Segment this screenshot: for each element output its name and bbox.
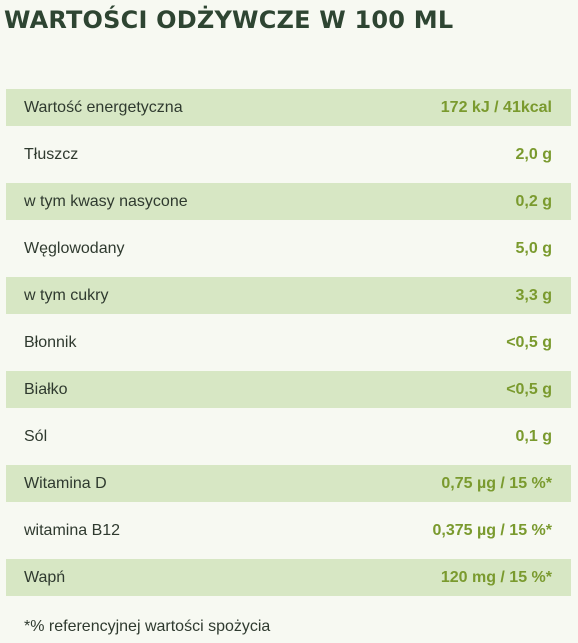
row-label: witamina B12 <box>24 521 121 539</box>
row-label: Tłuszcz <box>24 145 79 163</box>
table-row: Witamina D 0,75 µg / 15 %* <box>6 465 571 502</box>
row-label: Sól <box>24 427 48 445</box>
row-value: <0,5 g <box>506 333 552 351</box>
table-row: w tym cukry 3,3 g <box>6 277 571 314</box>
row-label: Wapń <box>24 568 66 586</box>
table-row: Wapń 120 mg / 15 %* <box>6 559 571 596</box>
page-title: WARTOŚCI ODŻYWCZE W 100 ML <box>4 6 454 34</box>
row-value: 0,1 g <box>515 427 552 445</box>
row-value: 3,3 g <box>515 286 552 304</box>
row-value: 5,0 g <box>515 239 552 257</box>
row-value: 2,0 g <box>515 145 552 163</box>
table-row: Węglowodany 5,0 g <box>6 230 571 267</box>
row-value: 0,375 µg / 15 %* <box>432 521 552 539</box>
row-value: 172 kJ / 41kcal <box>440 98 552 116</box>
table-row: w tym kwasy nasycone 0,2 g <box>6 183 571 220</box>
table-row: Białko <0,5 g <box>6 371 571 408</box>
row-label: Węglowodany <box>24 239 125 257</box>
row-value: <0,5 g <box>506 380 552 398</box>
row-label: Witamina D <box>24 474 107 492</box>
nutrition-table: Wartość energetyczna 172 kJ / 41kcal Tłu… <box>6 89 571 606</box>
footnote: *% referencyjnej wartości spożycia <box>24 618 271 635</box>
table-row: Sól 0,1 g <box>6 418 571 455</box>
row-label: w tym cukry <box>24 286 109 304</box>
table-row: Tłuszcz 2,0 g <box>6 136 571 173</box>
row-value: 120 mg / 15 %* <box>440 568 552 586</box>
row-label: Błonnik <box>24 333 77 351</box>
table-row: Wartość energetyczna 172 kJ / 41kcal <box>6 89 571 126</box>
row-label: Białko <box>24 380 68 398</box>
table-row: witamina B12 0,375 µg / 15 %* <box>6 512 571 549</box>
row-value: 0,75 µg / 15 %* <box>441 474 552 492</box>
table-row: Błonnik <0,5 g <box>6 324 571 361</box>
row-value: 0,2 g <box>515 192 552 210</box>
row-label: w tym kwasy nasycone <box>24 192 188 210</box>
row-label: Wartość energetyczna <box>24 98 183 116</box>
